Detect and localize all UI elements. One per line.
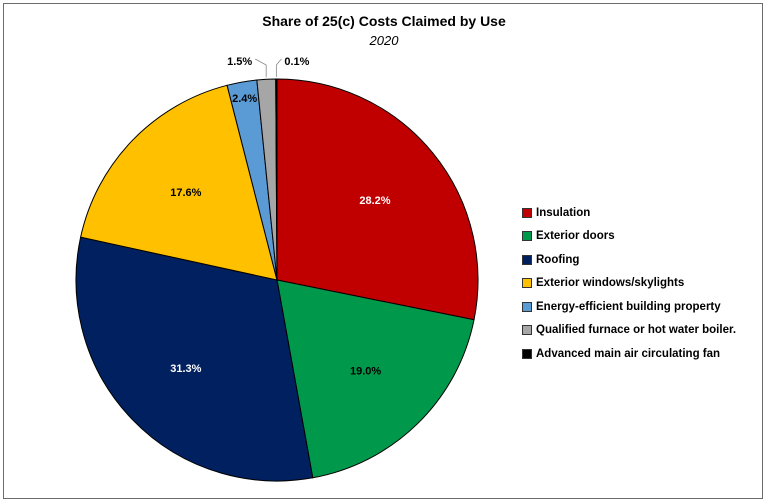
pie-slices — [75, 78, 479, 482]
pie-slice-advanced-main-air-circulating-fan — [275, 78, 278, 281]
legend-label: Energy-efficient building property — [536, 300, 721, 313]
legend-item: Energy-efficient building property — [522, 295, 736, 319]
legend-swatch — [522, 278, 532, 289]
pie-slice-insulation — [276, 78, 479, 321]
pie-slice-exterior-doors — [276, 279, 475, 479]
slice-labels: 28.2% 19.0% 31.3% 17.6% 2.4% 1.5% 0.1% — [170, 56, 391, 377]
pie-slice-roofing — [75, 236, 314, 482]
legend-item: Exterior windows/skylights — [522, 272, 736, 296]
legend-label: Exterior doors — [536, 230, 615, 243]
legend-item: Qualified furnace or hot water boiler. — [522, 319, 736, 343]
chart-subtitle: 2020 — [369, 33, 399, 48]
legend-swatch — [522, 325, 532, 336]
pie-slice-exterior-windows-skylights — [80, 84, 278, 281]
slice-data-label: 17.6% — [170, 187, 201, 199]
legend-item: Advanced main air circulating fan — [522, 342, 736, 366]
leader-line — [254, 58, 267, 78]
legend-label: Roofing — [536, 253, 580, 266]
slice-data-label: 1.5% — [227, 56, 252, 68]
slice-data-label: 2.4% — [232, 93, 257, 105]
legend-swatch — [522, 348, 532, 359]
legend-label: Exterior windows/skylights — [536, 277, 685, 290]
legend-swatch — [522, 254, 532, 265]
legend-item: Insulation — [522, 201, 736, 225]
legend-swatch — [522, 301, 532, 312]
slice-data-label: 31.3% — [170, 363, 201, 375]
slice-data-label: 0.1% — [284, 56, 309, 68]
chart-title: Share of 25(c) Costs Claimed by Use — [262, 13, 506, 29]
slice-data-label: 28.2% — [359, 195, 390, 207]
legend-label: Insulation — [536, 206, 591, 219]
legend-label: Qualified furnace or hot water boiler. — [536, 324, 737, 337]
leader-lines — [254, 58, 282, 78]
slice-data-label: 19.0% — [350, 365, 381, 377]
legend-swatch — [522, 231, 532, 242]
legend-label: Advanced main air circulating fan — [536, 347, 721, 360]
legend-swatch — [522, 207, 532, 218]
legend-item: Exterior doors — [522, 225, 736, 249]
leader-line — [275, 58, 282, 78]
chart-legend: Insulation Exterior doors Roofing Exterior … — [522, 201, 736, 366]
legend-item: Roofing — [522, 248, 736, 272]
